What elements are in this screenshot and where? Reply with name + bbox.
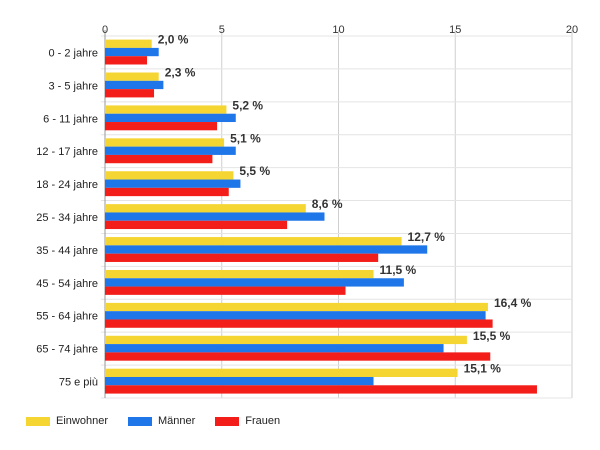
bar-einwohner-5 [105, 204, 306, 213]
legend-item-einwohner: Einwohner [26, 415, 108, 427]
legend-label-einwohner: Einwohner [56, 415, 108, 427]
category-label-5: 25 - 34 jahre [36, 212, 98, 224]
bar-einwohner-4 [105, 171, 234, 180]
data-label-1: 2,3 % [165, 66, 196, 80]
bar-frauen-6 [105, 253, 379, 262]
bar-einwohner-3 [105, 138, 225, 147]
x-tick-label-4: 20 [566, 24, 578, 36]
bar-mnner-4 [105, 179, 241, 188]
bar-mnner-6 [105, 245, 428, 254]
bar-frauen-7 [105, 286, 346, 295]
category-label-2: 6 - 11 jahre [43, 113, 98, 125]
bar-frauen-3 [105, 154, 213, 164]
bar-einwohner-10 [105, 368, 458, 377]
data-label-10: 15,1 % [464, 362, 502, 376]
legend-item-maenner: Männer [127, 415, 196, 427]
legend-swatch-einwohner [26, 416, 50, 426]
bar-einwohner-9 [105, 335, 467, 345]
bar-frauen-8 [105, 319, 493, 328]
data-label-5: 8,6 % [312, 197, 343, 211]
data-label-8: 16,4 % [494, 296, 532, 310]
category-label-0: 0 - 2 jahre [48, 47, 98, 59]
bars [105, 39, 537, 394]
x-tick-label-3: 15 [449, 24, 461, 36]
category-labels: 0 - 2 jahre 3 - 5 jahre 6 - 11 jahre 12 - 1… [36, 47, 98, 388]
bar-einwohner-8 [105, 302, 488, 312]
bar-einwohner-7 [105, 269, 374, 279]
category-label-10: 75 e più [59, 377, 98, 389]
bar-mnner-0 [105, 47, 159, 57]
bar-frauen-1 [105, 89, 155, 98]
category-label-8: 55 - 64 jahre [36, 311, 98, 323]
category-label-9: 65 - 74 jahre [36, 344, 98, 356]
bar-frauen-5 [105, 220, 288, 230]
bar-frauen-9 [105, 352, 491, 361]
bar-mnner-2 [105, 113, 236, 123]
category-label-7: 45 - 54 jahre [36, 278, 98, 290]
legend-item-frauen: Frauen [215, 415, 280, 427]
bar-mnner-3 [105, 146, 236, 155]
category-label-6: 35 - 44 jahre [36, 245, 98, 257]
legend-swatch-frauen [215, 416, 240, 426]
bar-frauen-4 [105, 187, 229, 197]
x-axis-ticks: 0 5 10 15 20 [102, 24, 578, 36]
x-tick-label-1: 5 [219, 24, 225, 36]
bar-einwohner-0 [105, 39, 152, 48]
bar-einwohner-6 [105, 237, 402, 246]
bar-mnner-8 [105, 311, 486, 320]
data-label-0: 2,0 % [158, 33, 189, 47]
data-label-6: 12,7 % [408, 230, 446, 244]
bar-mnner-10 [105, 376, 374, 386]
bar-einwohner-1 [105, 72, 159, 81]
bar-mnner-7 [105, 278, 404, 287]
legend-swatch-maenner [127, 416, 152, 426]
bar-frauen-0 [105, 56, 148, 65]
data-label-7: 11,5 % [380, 263, 417, 277]
data-label-9: 15,5 % [473, 329, 511, 343]
legend-label-maenner: Männer [157, 415, 196, 427]
data-label-4: 5,5 % [239, 164, 270, 178]
category-label-3: 12 - 17 jahre [36, 146, 98, 158]
bar-mnner-9 [105, 344, 444, 353]
data-label-2: 5,2 % [232, 98, 263, 112]
x-tick-label-0: 0 [102, 24, 108, 36]
bar-einwohner-2 [105, 105, 227, 114]
bar-frauen-2 [105, 122, 218, 131]
x-tick-label-2: 10 [332, 24, 344, 36]
bar-frauen-10 [105, 385, 537, 394]
data-label-3: 5,1 % [230, 131, 261, 145]
data-labels: 2,0 % 2,3 % 5,2 % 5,1 % 5,5 % 8,6 % 12,7 % 11,5… [158, 33, 532, 376]
legend-label-frauen: Frauen [245, 415, 281, 427]
category-label-1: 3 - 5 jahre [48, 80, 98, 92]
bar-mnner-5 [105, 212, 325, 221]
legend: Einwohner Männer Frauen [26, 415, 300, 427]
bar-mnner-1 [105, 80, 164, 90]
category-label-4: 18 - 24 jahre [36, 179, 98, 191]
